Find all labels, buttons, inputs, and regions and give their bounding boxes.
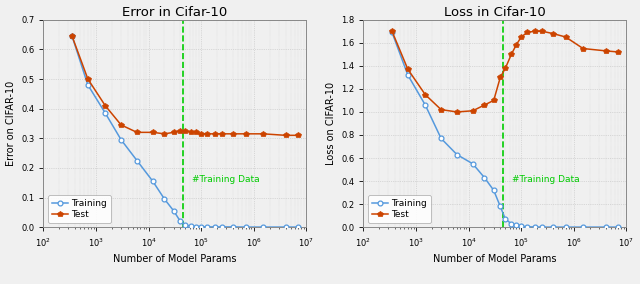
Test	[437, 108, 445, 111]
Legend: Training, Test: Training, Test	[368, 195, 431, 223]
Training	[481, 176, 488, 179]
Test	[502, 66, 509, 70]
Text: #Training Data: #Training Data	[192, 175, 260, 183]
Test	[562, 35, 570, 39]
Training	[388, 31, 396, 34]
Test	[602, 49, 609, 53]
Training	[177, 220, 184, 223]
Test	[497, 76, 504, 79]
Line: Test: Test	[69, 33, 301, 138]
Test	[538, 30, 546, 33]
Y-axis label: Loss on CIFAR-10: Loss on CIFAR-10	[326, 82, 335, 165]
Test	[84, 77, 92, 81]
Training	[149, 179, 157, 183]
X-axis label: Number of Model Params: Number of Model Params	[113, 254, 237, 264]
Test	[218, 132, 226, 135]
Test	[229, 132, 237, 135]
Test	[242, 132, 250, 135]
Training	[614, 225, 622, 229]
Test	[177, 129, 184, 133]
Test	[204, 132, 211, 135]
Training	[453, 153, 461, 156]
Test	[453, 110, 461, 114]
Test	[211, 132, 218, 135]
Training	[192, 225, 200, 228]
Legend: Training, Test: Training, Test	[48, 195, 111, 223]
Test	[524, 31, 531, 34]
Test	[101, 104, 109, 107]
Training	[490, 189, 497, 192]
Line: Training: Training	[70, 34, 301, 229]
Training	[538, 225, 546, 229]
Test	[614, 50, 622, 54]
Training	[497, 205, 504, 208]
Test	[294, 133, 302, 137]
Test	[161, 132, 168, 135]
Training	[117, 138, 125, 141]
Training	[101, 111, 109, 115]
Test	[149, 131, 157, 134]
Test	[549, 32, 557, 35]
Training	[549, 225, 557, 229]
Training	[197, 225, 205, 229]
Test	[508, 53, 515, 56]
Training	[404, 73, 412, 77]
Test	[282, 133, 289, 137]
Training	[84, 83, 92, 87]
Training	[602, 225, 609, 229]
Training	[531, 225, 538, 229]
Training	[562, 225, 570, 229]
Line: Training: Training	[390, 30, 621, 229]
Test	[512, 43, 520, 47]
Training	[170, 209, 177, 213]
Training	[524, 225, 531, 228]
X-axis label: Number of Model Params: Number of Model Params	[433, 254, 557, 264]
Text: #Training Data: #Training Data	[512, 175, 580, 183]
Test	[170, 131, 177, 134]
Training	[502, 218, 509, 221]
Training	[133, 159, 141, 162]
Training	[182, 224, 189, 227]
Training	[421, 103, 429, 107]
Test	[68, 34, 76, 38]
Test	[469, 109, 477, 112]
Test	[490, 99, 497, 102]
Test	[404, 68, 412, 71]
Test	[531, 30, 538, 33]
Test	[579, 47, 587, 50]
Y-axis label: Error on CIFAR-10: Error on CIFAR-10	[6, 81, 15, 166]
Test	[133, 131, 141, 134]
Training	[242, 225, 250, 229]
Training	[437, 137, 445, 140]
Training	[211, 225, 218, 229]
Test	[192, 131, 200, 134]
Test	[259, 132, 267, 135]
Test	[388, 30, 396, 33]
Title: Error in Cifar-10: Error in Cifar-10	[122, 6, 228, 18]
Training	[508, 222, 515, 225]
Training	[68, 34, 76, 38]
Test	[517, 35, 525, 39]
Test	[117, 123, 125, 127]
Training	[579, 225, 587, 229]
Training	[188, 225, 195, 228]
Test	[188, 131, 195, 134]
Training	[294, 225, 302, 229]
Test	[481, 103, 488, 107]
Training	[469, 162, 477, 166]
Training	[517, 225, 525, 228]
Training	[204, 225, 211, 229]
Training	[282, 225, 289, 229]
Test	[182, 129, 189, 133]
Training	[259, 225, 267, 229]
Training	[229, 225, 237, 229]
Line: Test: Test	[389, 28, 621, 115]
Training	[218, 225, 226, 229]
Test	[421, 93, 429, 96]
Title: Loss in Cifar-10: Loss in Cifar-10	[444, 6, 546, 18]
Training	[161, 197, 168, 201]
Training	[512, 224, 520, 227]
Test	[197, 132, 205, 135]
